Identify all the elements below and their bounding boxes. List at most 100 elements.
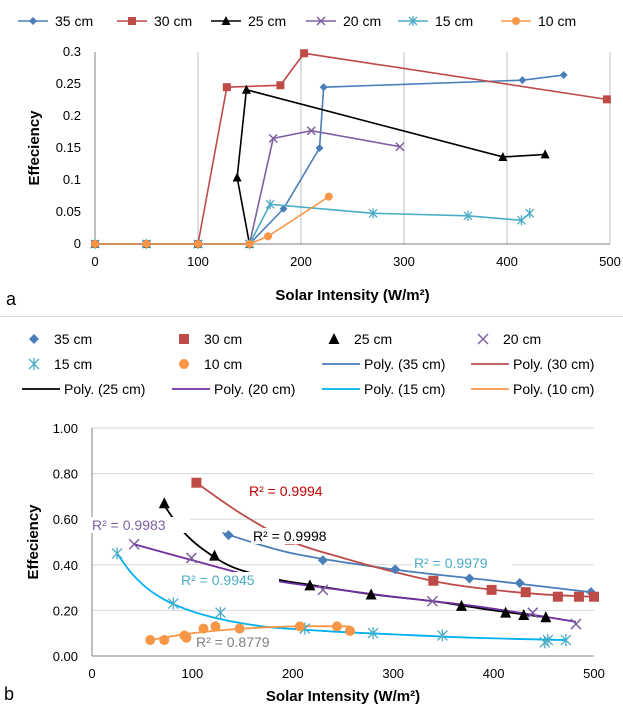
data-point [159,635,170,646]
data-point [181,632,192,643]
series-line-10cm [95,195,330,245]
data-point [185,552,197,564]
data-point [234,623,245,634]
data-point [426,595,438,607]
data-point [264,232,273,241]
data-point [390,564,401,575]
r-squared-label-bg [412,555,512,571]
r-squared-label: R² = 0.9998 [253,528,327,544]
x-tick-label: 400 [483,666,505,681]
legend-label: Poly. (25 cm) [64,381,145,397]
legend-marker [179,334,189,344]
x-axis-title: Solar Intensity (W/m²) [275,287,429,304]
x-tick-label: 100 [187,254,209,269]
y-axis-title: Effeciency [26,110,43,186]
x-tick-label: 300 [393,254,415,269]
data-point [208,549,220,561]
data-point [111,547,123,560]
data-point [317,584,329,596]
r-squared-label: R² = 0.9994 [249,483,323,499]
data-point [279,204,288,213]
data-point [223,530,234,541]
data-point [304,579,316,591]
y-tick-label: 0.1 [63,172,81,187]
legend-marker [29,17,37,25]
data-point [395,142,405,152]
y-tick-label: 0 [74,236,81,251]
r-squared-label: R² = 0.9945 [181,572,255,588]
data-point [500,606,512,618]
x-tick-label: 200 [290,254,312,269]
data-point [463,210,473,221]
data-point [306,126,316,136]
data-point [268,133,278,143]
data-point [486,584,497,595]
x-tick-label: 200 [282,666,304,681]
data-point [525,208,535,219]
data-point [317,555,328,566]
data-point [573,591,584,602]
data-point [570,618,582,630]
legend-marker [316,16,326,26]
data-point [520,587,531,598]
panel-a-chart: 0 100 200 300 400 500 0 0.05 0.1 0.15 0.2 0.25 0.3 So… [18,13,621,304]
data-point [498,151,508,161]
r-squared-label-bg [247,483,347,499]
x-tick-label: 300 [382,666,404,681]
legend-label: 15 cm [435,13,473,29]
data-point [276,81,285,90]
data-point [142,240,151,248]
legend-label: 35 cm [55,13,93,29]
data-point [145,635,156,646]
panel-b-letter: b [4,684,14,704]
legend-label: 15 cm [54,356,92,372]
data-point [191,477,202,488]
data-point [540,611,552,623]
legend-label: 10 cm [538,13,576,29]
data-point [300,49,309,58]
data-point [518,76,527,85]
data-point [365,588,377,600]
legend-label: 25 cm [248,13,286,29]
data-point [367,627,379,640]
data-point [589,591,599,602]
y-tick-label: 0.2 [63,108,81,123]
r-squared-label-bg [194,634,294,650]
legend-marker [408,16,418,26]
legend-marker [221,16,231,25]
legend-label: Poly. (10 cm) [513,381,594,397]
y-tick-label: 0.05 [56,204,81,219]
data-point [245,240,254,248]
data-point [436,629,448,642]
y-tick-label: 0.60 [53,512,78,527]
series-line-20cm [95,129,401,245]
data-point [428,575,439,586]
panel-b-chart: 0.00 0.20 0.40 0.60 0.80 1.00 0 100 200 300 400 500… [22,331,605,705]
x-tick-label: 500 [583,666,605,681]
data-point [559,71,568,80]
legend-label: 30 cm [154,13,192,29]
data-point [542,634,554,647]
data-point [518,608,530,620]
data-point [464,573,475,584]
r-squared-label-bg [90,517,190,533]
legend-label: 30 cm [204,331,242,347]
x-tick-label: 400 [496,254,518,269]
data-point [215,606,226,619]
data-point [294,621,305,632]
r-squared-label: R² = 0.9979 [414,555,488,571]
data-point [560,634,572,647]
legend-marker [28,358,40,370]
legend-marker [179,359,189,369]
data-point [222,83,231,92]
legend-label: 35 cm [54,331,92,347]
data-point [210,621,221,632]
data-point [455,599,467,611]
data-point [552,591,563,602]
legend-label: Poly. (20 cm) [214,381,295,397]
y-tick-label: 0.00 [53,649,78,664]
data-point [514,578,525,589]
legend-label: 20 cm [343,13,381,29]
data-point [324,192,333,201]
panel-divider [0,316,623,317]
